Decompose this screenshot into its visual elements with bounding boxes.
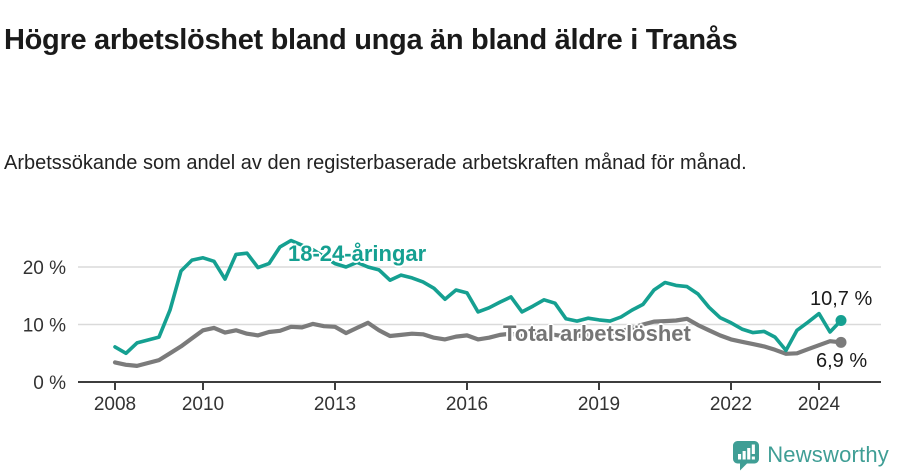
x-tick-label: 2024 bbox=[798, 394, 841, 415]
brand-name: Newsworthy bbox=[767, 442, 889, 467]
chart-subtitle: Arbetssökande som andel av den registerb… bbox=[4, 152, 747, 174]
x-tick-label: 2022 bbox=[710, 394, 752, 415]
series-end-dot-total bbox=[835, 336, 847, 348]
x-tick-label: 2013 bbox=[314, 394, 356, 415]
y-tick-label: 0 % bbox=[33, 373, 66, 394]
bar-chart-speech-bubble-icon bbox=[733, 440, 760, 470]
x-tick-label: 2016 bbox=[446, 394, 488, 415]
end-value-label-total: 6,9 % bbox=[816, 350, 868, 372]
series-label-total: Total arbetslöshet bbox=[503, 321, 691, 346]
brand-footer: Newsworthy bbox=[732, 439, 889, 471]
series-line-youth bbox=[113, 238, 843, 356]
x-tick-label: 2010 bbox=[182, 394, 224, 415]
x-tick-label: 2019 bbox=[578, 394, 620, 415]
y-tick-label: 20 % bbox=[23, 258, 66, 279]
series-end-dot-youth bbox=[835, 314, 847, 326]
x-tick-label: 2008 bbox=[94, 394, 136, 415]
series-line-total bbox=[112, 316, 844, 368]
page-title: Högre arbetslöshet bland unga än bland ä… bbox=[4, 24, 738, 57]
y-tick-label: 10 % bbox=[23, 316, 66, 337]
end-value-label-youth: 10,7 % bbox=[810, 288, 873, 310]
series-label-youth: 18-24-åringar bbox=[288, 241, 427, 266]
